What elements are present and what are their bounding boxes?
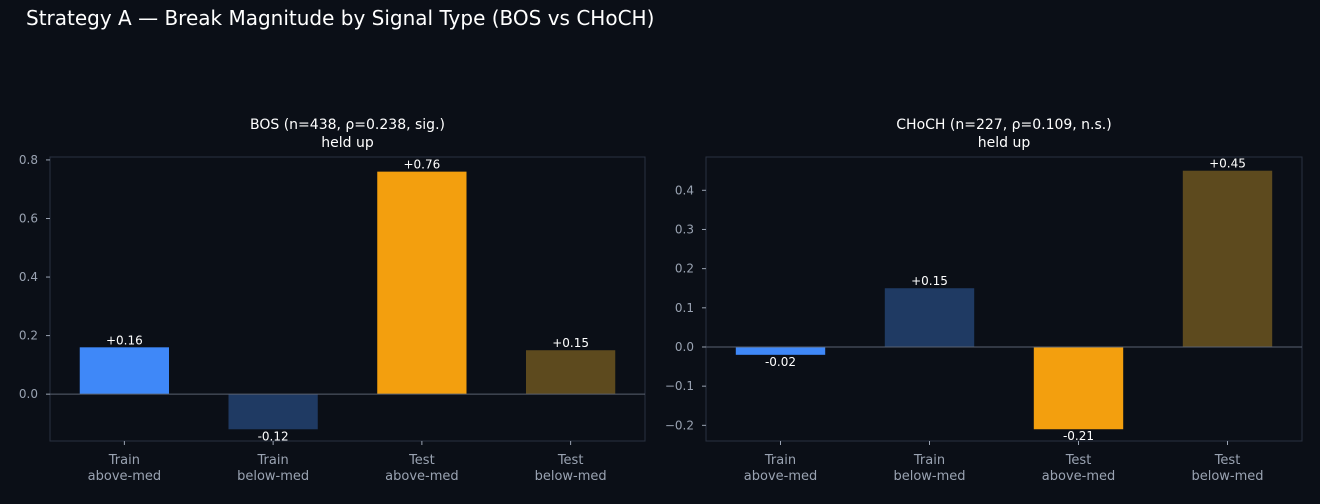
choch-x-tick-label: Test below-med <box>1191 453 1263 484</box>
choch-panel-subtitle: held up <box>978 135 1031 151</box>
bos-x-tick-label: Train above-med <box>88 453 161 484</box>
choch-bar <box>884 288 975 347</box>
bos-panel-subtitle: held up <box>321 135 374 151</box>
bos-y-tick-label: 0.8 <box>19 153 38 167</box>
bos-y-tick-label: 0.2 <box>19 329 38 343</box>
bos-x-tick-label: Test above-med <box>385 453 458 484</box>
bos-y-tick-label: 0.4 <box>19 270 38 284</box>
choch-y-tick-label: −0.2 <box>665 418 694 432</box>
choch-y-tick-label: 0.1 <box>675 301 694 315</box>
choch-panel-title: CHoCH (n=227, ρ=0.109, n.s.) <box>896 117 1111 133</box>
choch-data-label: -0.21 <box>1063 429 1094 443</box>
bos-panel: BOS (n=438, ρ=0.238, sig.) held up 0.0 0.2 0… <box>19 117 646 484</box>
choch-bar <box>1182 170 1273 347</box>
bos-y-tick-label: 0.6 <box>19 211 38 225</box>
bos-data-label: -0.12 <box>258 429 289 443</box>
bos-panel-title: BOS (n=438, ρ=0.238, sig.) <box>250 117 445 133</box>
bos-bar <box>228 394 318 430</box>
figure-title: Strategy A — Break Magnitude by Signal T… <box>26 6 655 30</box>
bos-data-label: +0.76 <box>403 158 440 172</box>
choch-bar <box>1033 346 1124 430</box>
choch-panel: CHoCH (n=227, ρ=0.109, n.s.) held up −0.2 −… <box>665 117 1303 484</box>
bos-bar <box>377 171 467 395</box>
choch-y-tick-label: 0.0 <box>675 340 694 354</box>
bos-plot-frame <box>49 156 646 442</box>
bos-y-tick-label: 0.0 <box>19 387 38 401</box>
bos-bar <box>79 347 169 395</box>
choch-x-tick-label: Train below-med <box>893 453 965 484</box>
choch-y-tick-label: −0.1 <box>665 379 694 393</box>
bos-bar <box>526 350 616 395</box>
choch-data-label: +0.45 <box>1209 157 1246 171</box>
bos-x-tick-label: Test below-med <box>535 453 607 484</box>
choch-data-label: -0.02 <box>765 355 796 369</box>
choch-y-tick-label: 0.3 <box>675 222 694 236</box>
choch-y-tick-label: 0.4 <box>675 183 694 197</box>
choch-plot-frame <box>705 156 1303 442</box>
bos-data-label: +0.15 <box>552 336 589 350</box>
bos-data-label: +0.16 <box>106 333 143 347</box>
choch-x-tick-label: Train above-med <box>744 453 817 484</box>
choch-x-tick-label: Test above-med <box>1042 453 1115 484</box>
choch-y-tick-label: 0.2 <box>675 262 694 276</box>
bos-x-tick-label: Train below-med <box>237 453 309 484</box>
choch-data-label: +0.15 <box>911 274 948 288</box>
choch-bar <box>735 346 826 355</box>
